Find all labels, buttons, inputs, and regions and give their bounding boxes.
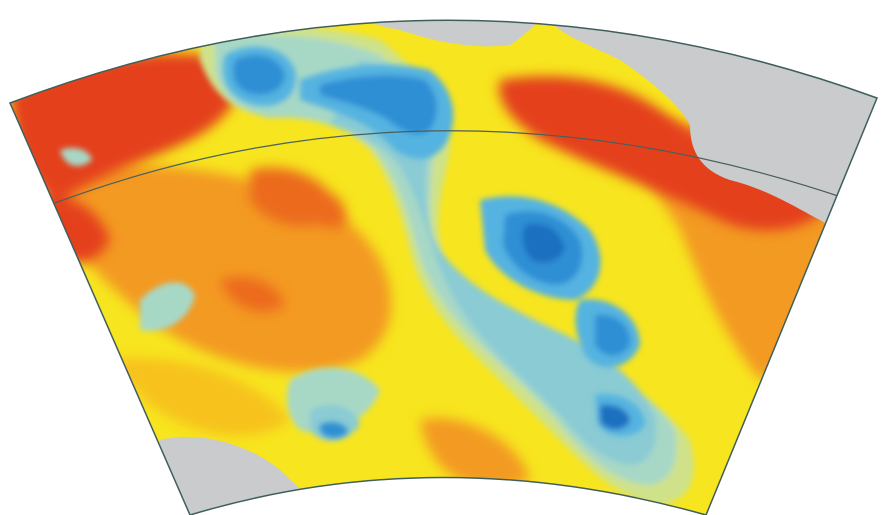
- map-outline: [8, 19, 878, 515]
- parallel-line: [54, 130, 851, 204]
- value-high-red: [10, 53, 830, 312]
- value-lowest-blue: [223, 46, 645, 438]
